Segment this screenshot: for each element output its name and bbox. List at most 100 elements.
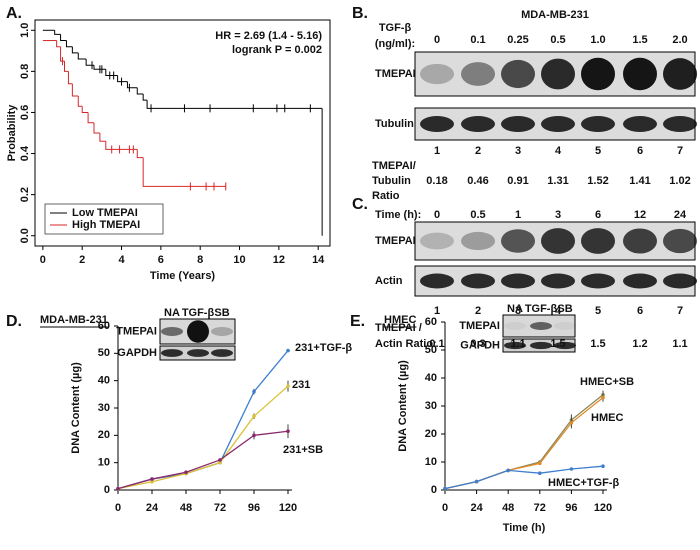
inset-band — [504, 341, 526, 350]
lane-number: 6 — [637, 305, 643, 317]
inset-lane-label: NA — [507, 303, 523, 315]
x-tick-label: 12 — [273, 254, 285, 266]
ratio: 0.1 — [429, 338, 444, 350]
y-tick-label: 10 — [98, 457, 110, 469]
y-tick-label: 60 — [425, 316, 437, 328]
treatment: 24 — [674, 209, 687, 221]
inset-row-label: GAPDH — [460, 339, 500, 351]
point — [116, 486, 120, 491]
chart-title: MDA-MB-231 — [40, 314, 108, 326]
inset-band — [211, 349, 233, 357]
panel-letter: E. — [350, 313, 365, 330]
blot-band — [663, 273, 697, 289]
point — [150, 480, 154, 484]
series-label: 231+SB — [283, 444, 323, 456]
ratio: 1.5 — [590, 338, 605, 350]
point — [538, 471, 542, 476]
inset-lane-label: TGF-β — [525, 303, 558, 315]
lane-number: 4 — [555, 305, 562, 317]
blot-band — [420, 116, 454, 132]
y-tick-label: 0.8 — [19, 64, 31, 79]
panel-letter: C. — [352, 196, 368, 213]
survival-step — [77, 52, 87, 60]
blot-band — [461, 116, 495, 132]
x-tick-label: 48 — [502, 502, 514, 514]
y-tick-label: 1.0 — [19, 23, 31, 38]
x-tick-label: 120 — [279, 502, 297, 514]
inset-band — [187, 349, 209, 357]
point — [286, 384, 290, 388]
x-tick-label: 8 — [197, 254, 203, 266]
point — [443, 486, 447, 491]
series-line — [117, 430, 289, 490]
x-tick-label: 72 — [534, 502, 546, 514]
treatment: 1.0 — [590, 34, 605, 46]
annotation: logrank P = 0.002 — [232, 44, 322, 56]
blot-band — [581, 116, 615, 132]
inset-band — [554, 322, 576, 330]
ratio: 0.18 — [426, 175, 447, 187]
treatment-label: TGF-β — [379, 22, 412, 34]
point — [538, 461, 542, 466]
blot-row-label: TMEPAI — [375, 68, 416, 80]
treatment-label: (ng/ml): — [375, 38, 415, 50]
x-tick-label: 96 — [565, 502, 577, 514]
legend-box — [44, 203, 164, 235]
treatment: 12 — [634, 209, 646, 221]
inset-band — [504, 322, 526, 330]
y-tick-label: 0.6 — [19, 105, 31, 120]
blot-band — [501, 116, 535, 132]
ratio-label: Actin Ratio: — [375, 338, 437, 350]
inset-band — [161, 349, 183, 357]
inset-band — [554, 341, 576, 350]
panel-letter: A. — [6, 5, 22, 22]
lane-number: 2 — [475, 145, 481, 157]
survival-step — [146, 100, 323, 109]
series-label: HMEC+TGF-β — [548, 477, 619, 489]
x-tick-label: 0 — [442, 502, 448, 514]
point — [506, 468, 511, 473]
y-tick-label: 20 — [425, 428, 437, 440]
point — [286, 348, 290, 353]
point — [569, 421, 574, 425]
point — [218, 458, 222, 462]
survival-step — [93, 122, 100, 134]
blot-band — [663, 228, 697, 254]
chart-title: HMEC — [384, 314, 416, 326]
treatment: 2.0 — [672, 34, 687, 46]
y-tick-label: 60 — [98, 320, 110, 332]
blot-band — [420, 63, 454, 85]
lane-number: 6 — [637, 145, 643, 157]
lane-number: 7 — [677, 305, 683, 317]
y-axis-label: Probability — [6, 104, 18, 162]
inset-band — [211, 327, 233, 336]
survival-step — [105, 69, 118, 76]
lane-number: 4 — [555, 145, 562, 157]
point — [601, 464, 605, 469]
blot-band — [541, 228, 575, 254]
ratio-label: Tubulin — [372, 175, 411, 187]
blot-band — [663, 58, 697, 90]
ratio: 1.52 — [587, 175, 608, 187]
survival-step — [105, 141, 138, 150]
ratio: 1.1 — [672, 338, 687, 350]
survival-step — [99, 133, 106, 142]
inset-lane-label: SB — [214, 307, 229, 319]
plot-frame — [34, 19, 331, 247]
ratio-label: TMEPAI / — [375, 322, 422, 334]
blot-band — [623, 57, 657, 91]
point — [218, 460, 222, 465]
ratio: 1.31 — [547, 175, 568, 187]
treatment-label: Time (h): — [375, 209, 421, 221]
lane-number: 5 — [595, 305, 601, 317]
treatment: 0.5 — [470, 209, 485, 221]
x-tick-label: 48 — [180, 502, 192, 514]
y-tick-label: 50 — [425, 344, 437, 356]
ratio: 1.2 — [632, 338, 647, 350]
survival-step — [117, 75, 128, 83]
y-tick-label: 40 — [98, 375, 110, 387]
treatment: 0 — [434, 34, 440, 46]
y-tick-label: 0.0 — [19, 228, 31, 243]
panel-letter: B. — [352, 5, 368, 22]
